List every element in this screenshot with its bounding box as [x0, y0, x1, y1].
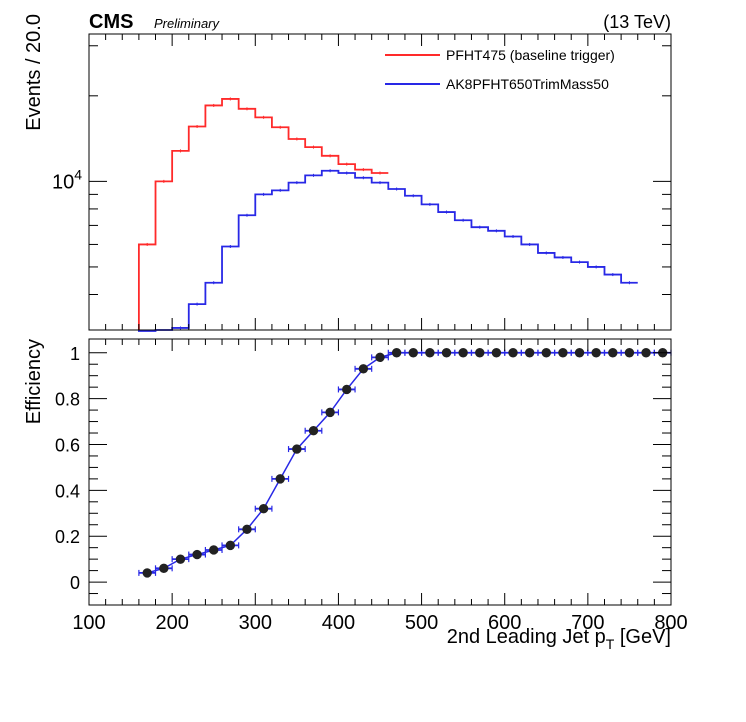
status-label: Preliminary — [154, 16, 221, 31]
top-y-tick-label: 104 — [52, 166, 82, 193]
distribution-series-group — [137, 97, 638, 332]
bottom-plot-frame — [88, 338, 672, 606]
efficiency-point — [142, 568, 152, 578]
bottom-y-tick-label: 0 — [70, 573, 80, 593]
top-y-tick-label-mantissa: 10 — [52, 171, 74, 193]
bottom-y-tick-label: 0.2 — [55, 527, 80, 547]
x-axis-title-subscript: T — [606, 636, 615, 652]
legend-label-trigger: AK8PFHT650TrimMass50 — [446, 76, 609, 92]
efficiency-point — [275, 474, 285, 484]
bottom-x-tick-label: 300 — [239, 612, 272, 634]
legend: PFHT475 (baseline trigger) AK8PFHT650Tri… — [385, 47, 615, 92]
x-axis-title-unit: [GeV] — [614, 626, 671, 648]
efficiency-point — [641, 348, 651, 358]
bottom-y-tick-label: 0.8 — [55, 390, 80, 410]
top-plot-frame — [88, 33, 672, 331]
efficiency-point — [441, 348, 452, 358]
efficiency-point — [408, 348, 418, 358]
x-axis-title-main: 2nd Leading Jet p — [447, 626, 606, 648]
efficiency-point — [308, 426, 319, 436]
histogram-trigger — [137, 169, 638, 332]
bottom-y-tick-label: 0.6 — [55, 435, 80, 455]
efficiency-point — [209, 545, 219, 555]
efficiency-point — [342, 384, 352, 395]
efficiency-point — [491, 348, 502, 358]
efficiency-point — [192, 549, 202, 560]
efficiency-point — [159, 563, 169, 574]
histogram-baseline — [137, 98, 389, 330]
efficiency-point — [558, 348, 568, 358]
bottom-x-tick-label: 100 — [72, 612, 105, 634]
top-y-tick-labels: 104 — [52, 166, 82, 193]
efficiency-point — [325, 407, 335, 418]
bottom-x-tick-label: 700 — [571, 612, 604, 634]
legend-label-baseline: PFHT475 (baseline trigger) — [446, 47, 615, 63]
top-axis-ticks — [88, 34, 672, 331]
efficiency-point — [574, 348, 585, 358]
distribution-panel: Events / 20.0 104 PFHT475 (baseline trig… — [23, 14, 672, 332]
efficiency-point — [458, 348, 468, 358]
energy-label: (13 TeV) — [603, 12, 671, 32]
bottom-axis-ticks — [88, 339, 672, 606]
efficiency-point — [292, 444, 302, 454]
bottom-y-tick-label: 0.4 — [55, 481, 80, 501]
efficiency-point — [591, 348, 601, 358]
bottom-y-tick-labels: 0 0.2 0.4 0.6 0.8 1 — [55, 344, 80, 593]
efficiency-point — [524, 348, 535, 358]
efficiency-point — [358, 364, 369, 374]
top-y-axis-title: Events / 20.0 — [23, 14, 45, 131]
efficiency-point — [608, 348, 618, 358]
x-axis-title: 2nd Leading Jet pT [GeV] — [447, 626, 671, 652]
bottom-x-tick-label: 200 — [155, 612, 188, 634]
efficiency-point — [391, 348, 402, 358]
bottom-y-axis-title: Efficiency — [23, 339, 45, 424]
efficiency-point — [375, 352, 385, 363]
top-y-tick-label-exponent: 4 — [74, 166, 82, 182]
experiment-label: CMS — [89, 11, 133, 33]
efficiency-point — [242, 524, 252, 535]
efficiency-point — [624, 348, 635, 358]
efficiency-point — [508, 348, 518, 358]
efficiency-point — [541, 348, 551, 358]
bottom-x-tick-label: 800 — [654, 612, 687, 634]
efficiency-point — [258, 503, 269, 514]
bottom-x-tick-label: 400 — [322, 612, 355, 634]
efficiency-series-group — [138, 348, 672, 578]
bottom-x-tick-label: 600 — [488, 612, 521, 634]
efficiency-point — [475, 348, 485, 358]
bottom-x-tick-label: 500 — [405, 612, 438, 634]
efficiency-panel: 00.20.40.60.81 100 200 300 400 500 600 700 800 … — [23, 338, 688, 652]
efficiency-point — [175, 554, 186, 564]
efficiency-point — [225, 540, 236, 551]
efficiency-curve — [147, 352, 663, 574]
bottom-x-tick-labels: 100 200 300 400 500 600 700 800 — [72, 612, 687, 634]
efficiency-point — [425, 348, 435, 358]
bottom-y-tick-label: 1 — [70, 344, 80, 364]
